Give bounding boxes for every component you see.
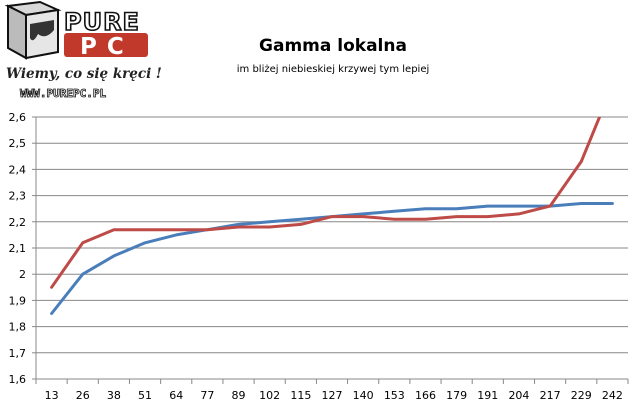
x-tick-label: 204 <box>508 389 529 402</box>
x-tick-label: 13 <box>45 389 59 402</box>
series-line-1 <box>50 202 614 315</box>
logo-pc-text: PC <box>80 34 134 60</box>
y-tick-labels: 1,6 1,7 1,8 1,9 2 2,1 2,2 2,3 2,4 2,5 2,6 <box>9 111 27 386</box>
x-tick-label: 77 <box>200 389 214 402</box>
purepc-logo: PURE PC Wiemy, co się kręci ! WWW.PUREPC… <box>4 0 162 100</box>
y-tick-label: 2,4 <box>9 163 27 176</box>
y-tick-label: 2,3 <box>9 190 27 203</box>
x-tick-label: 191 <box>477 389 498 402</box>
y-tick-label: 1,8 <box>9 321 27 334</box>
x-tick-label: 64 <box>169 389 183 402</box>
x-tick-label: 179 <box>446 389 467 402</box>
logo-url: WWW.PUREPC.PL <box>20 87 106 100</box>
axes <box>35 117 628 380</box>
x-tick-label: 242 <box>602 389 623 402</box>
x-tick-label: 38 <box>107 389 121 402</box>
y-tick-label: 2,1 <box>9 242 27 255</box>
y-tick-label: 1,7 <box>9 347 27 360</box>
x-tick-label: 115 <box>290 389 311 402</box>
x-tick-label: 26 <box>76 389 90 402</box>
x-tick-labels: 13 26 38 51 64 77 89 102 115 127 140 153 166 179 191 20… <box>35 379 629 402</box>
x-tick-label: 140 <box>353 389 374 402</box>
x-tick-label: 217 <box>540 389 561 402</box>
series-lines <box>50 117 614 315</box>
y-tick-label: 1,9 <box>9 294 27 307</box>
y-tick-label: 2 <box>19 268 26 281</box>
y-tick-label: 2,6 <box>9 111 27 124</box>
y-tick-label: 2,5 <box>9 137 27 150</box>
x-tick-label: 127 <box>322 389 343 402</box>
logo-slogan: Wiemy, co się kręci ! <box>6 66 162 82</box>
x-tick-label: 51 <box>138 389 152 402</box>
chart-title: Gamma lokalna <box>259 36 407 56</box>
x-tick-label: 89 <box>232 389 246 402</box>
y-tick-label: 1,6 <box>9 373 27 386</box>
chart-subtitle: im bliżej niebieskiej krzywej tym lepiej <box>237 64 430 75</box>
x-tick-label: 166 <box>415 389 436 402</box>
logo-pure-text: PURE <box>64 8 140 36</box>
y-tick-label: 2,2 <box>9 216 27 229</box>
gridlines <box>32 116 628 380</box>
x-tick-label: 229 <box>571 389 592 402</box>
series-line-2 <box>50 117 602 289</box>
cube-logo-icon <box>4 0 62 60</box>
x-tick-label: 153 <box>384 389 405 402</box>
x-tick-label: 102 <box>259 389 280 402</box>
